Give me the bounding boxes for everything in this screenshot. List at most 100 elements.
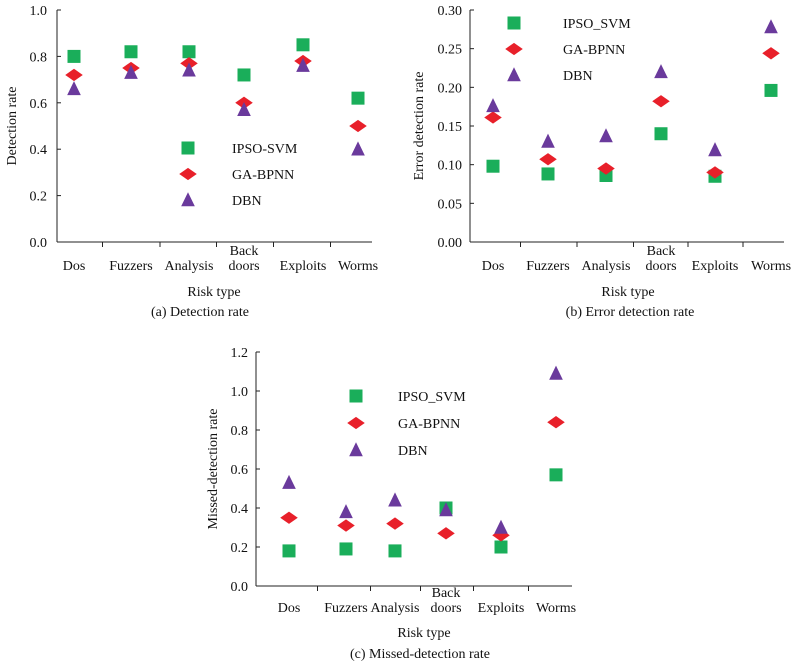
data-point-square [237, 68, 251, 82]
x-tick-label: Fuzzers [324, 601, 368, 616]
legend-label: DBN [398, 444, 428, 459]
y-tick-label: 0.0 [231, 580, 249, 595]
x-tick-label: Analysis [165, 259, 214, 274]
data-point-square [351, 91, 365, 105]
legend-label: GA-BPNN [398, 417, 460, 432]
x-tick-label: Worms [751, 259, 791, 274]
chart-caption: (a) Detection rate [151, 305, 249, 320]
x-tick-label: Back doors [228, 244, 259, 274]
legend-label: IPSO_SVM [563, 17, 631, 32]
data-point-triangle [388, 492, 402, 507]
legend-label: GA-BPNN [563, 43, 625, 58]
data-point-triangle [708, 142, 722, 157]
y-axis-label: Missed-detection rate [206, 409, 221, 530]
y-tick-label: 0.25 [438, 43, 463, 58]
x-tick-label: Analysis [371, 601, 420, 616]
legend-label: DBN [563, 69, 593, 84]
data-point-triangle [339, 504, 353, 519]
y-tick-label: 0.0 [30, 236, 48, 251]
x-tick-label: Worms [536, 601, 576, 616]
y-tick-label: 0.8 [30, 50, 48, 65]
x-axis-label: Risk type [601, 285, 654, 300]
y-tick-label: 0.4 [231, 502, 249, 517]
legend-marker-triangle [507, 67, 521, 82]
data-point-square [549, 468, 563, 482]
y-tick-label: 0.00 [438, 236, 463, 251]
y-tick-label: 0.20 [438, 81, 463, 96]
data-point-diamond [280, 511, 298, 524]
data-point-diamond [652, 95, 670, 108]
data-point-triangle [486, 98, 500, 113]
data-point-diamond [337, 519, 355, 532]
x-tick-label: Fuzzers [526, 259, 570, 274]
data-point-square [541, 167, 555, 181]
y-tick-label: 0.10 [438, 159, 463, 174]
x-tick-label: Dos [482, 259, 505, 274]
data-point-triangle [282, 474, 296, 489]
data-point-triangle [182, 62, 196, 77]
data-point-triangle [67, 81, 81, 96]
legend-marker-square [349, 389, 363, 403]
data-point-triangle [237, 101, 251, 116]
y-tick-label: 1.0 [231, 385, 249, 400]
y-tick-label: 0.15 [438, 120, 463, 135]
legend-marker-triangle [349, 442, 363, 457]
data-point-diamond [484, 111, 502, 124]
y-axis-label: Error detection rate [412, 72, 427, 181]
data-point-triangle [764, 19, 778, 34]
legend-marker-diamond [347, 416, 365, 430]
y-tick-label: 0.2 [231, 541, 249, 556]
y-tick-label: 0.30 [438, 4, 463, 19]
legend-label: GA-BPNN [232, 168, 294, 183]
x-tick-label: Exploits [478, 601, 525, 616]
y-tick-label: 1.0 [30, 4, 48, 19]
data-point-square [296, 38, 310, 52]
data-point-diamond [65, 68, 83, 82]
y-tick-label: 0.05 [438, 197, 463, 212]
legend-marker-square [181, 141, 195, 155]
data-point-diamond [349, 119, 367, 133]
data-point-diamond [547, 416, 565, 429]
data-point-square [124, 45, 138, 59]
data-point-square [494, 540, 508, 554]
data-point-diamond [539, 153, 557, 166]
data-point-diamond [437, 527, 455, 540]
x-tick-label: Dos [63, 259, 86, 274]
x-tick-label: Worms [338, 259, 378, 274]
legend-label: IPSO_SVM [398, 390, 466, 405]
legend-label: IPSO-SVM [232, 142, 298, 157]
data-point-square [764, 83, 778, 97]
data-point-square [282, 544, 296, 558]
chart-caption: (c) Missed-detection rate [350, 647, 490, 662]
x-tick-label: Back doors [430, 586, 461, 616]
data-point-triangle [541, 133, 555, 148]
data-point-triangle [494, 519, 508, 534]
x-tick-label: Analysis [582, 259, 631, 274]
data-point-diamond [597, 162, 615, 175]
data-point-triangle [351, 141, 365, 156]
y-tick-label: 0.6 [30, 97, 48, 112]
panel-missed-detection-rate: 0.0 0.2 0.4 0.6 0.8 1.0 1.2 Dos Fuzzers Analysis B… [206, 346, 576, 662]
y-tick-label: 0.8 [231, 424, 249, 439]
data-point-triangle [296, 57, 310, 72]
legend-marker-diamond [179, 167, 197, 181]
y-tick-label: 0.6 [231, 463, 249, 478]
data-point-diamond [386, 517, 404, 530]
data-point-triangle [549, 365, 563, 380]
x-axis-label: Risk type [187, 285, 240, 300]
x-tick-label: Fuzzers [109, 259, 153, 274]
y-tick-label: 1.2 [231, 346, 249, 361]
data-point-square [67, 49, 81, 63]
chart-caption: (b) Error detection rate [566, 305, 695, 320]
data-point-square [654, 127, 668, 141]
data-point-triangle [439, 502, 453, 517]
x-tick-label: Exploits [692, 259, 739, 274]
data-point-triangle [124, 64, 138, 79]
y-tick-label: 0.4 [30, 143, 48, 158]
legend-marker-square [507, 16, 521, 30]
legend-marker-triangle [181, 192, 195, 207]
x-tick-label: Dos [278, 601, 301, 616]
data-point-square [182, 45, 196, 59]
data-point-diamond [706, 166, 724, 179]
